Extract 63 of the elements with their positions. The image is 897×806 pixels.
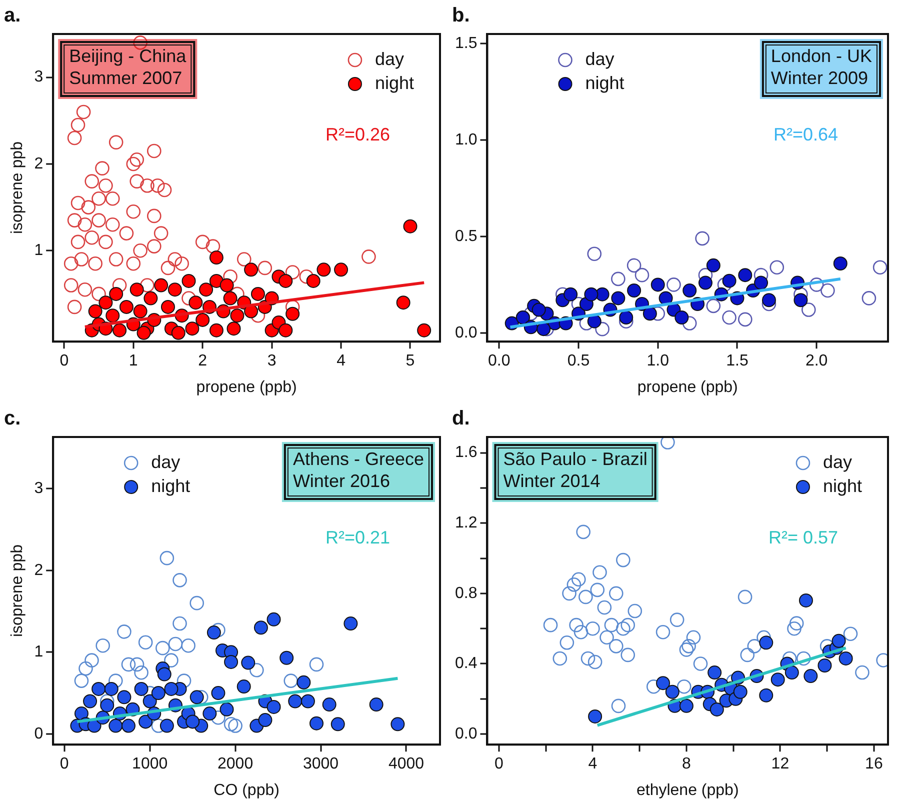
x-tick-label: 1.0 (646, 352, 670, 370)
annotation: Beijing - China Summer 2007 (69, 46, 188, 88)
x-tick-label: 0 (494, 756, 504, 773)
annotation: Athens - Greece Winter 2016 (292, 448, 424, 491)
x-tick-label: 5 (406, 352, 415, 370)
y-tick-label: 2 (34, 155, 44, 172)
x-tick-label: 2 (198, 352, 208, 370)
x-tick-label: 0.0 (488, 352, 510, 370)
x-tick-label: 0 (60, 756, 69, 773)
legend-label: day (374, 48, 404, 69)
legend-label: day (585, 48, 614, 69)
x-tick-label: 1000 (132, 756, 168, 773)
y-axis-title: isoprene ppb (9, 141, 26, 234)
legend-label: night (822, 476, 862, 496)
chart-title: a. (4, 4, 21, 27)
y-tick-label: 0 (34, 725, 44, 742)
y-tick-label: 2 (34, 562, 44, 579)
y-tick-label: 3 (34, 480, 44, 497)
x-tick-label: 2000 (218, 756, 254, 773)
x-tick-label: 4 (588, 756, 598, 773)
x-tick-label: 1 (128, 352, 138, 370)
x-tick-label: 0 (60, 352, 69, 370)
x-tick-label: 3000 (302, 756, 339, 773)
legend-label: day (151, 452, 180, 472)
y-tick-label: 1 (34, 242, 44, 260)
y-tick-label: 0.5 (454, 228, 478, 245)
y-tick-label: 1.2 (454, 514, 478, 532)
y-axis-title: isoprene ppb (9, 544, 26, 638)
y-tick-label: 0.4 (454, 655, 478, 672)
x-axis-title: CO (ppb) (214, 782, 280, 799)
x-tick-label: 4000 (388, 756, 424, 773)
y-tick-label: 0.8 (454, 584, 478, 602)
x-tick-label: 12 (771, 756, 790, 773)
annotation: R²= 0.57 (768, 527, 838, 548)
legend-label: night (374, 72, 414, 93)
y-tick-label: 1.6 (454, 444, 478, 462)
y-tick-label: 0.0 (454, 324, 478, 342)
y-tick-label: 3 (34, 68, 44, 86)
x-tick-label: 8 (682, 756, 691, 773)
y-tick-label: 1 (34, 644, 44, 661)
y-tick-label: 1.5 (454, 35, 478, 52)
legend-label: night (151, 476, 190, 496)
x-tick-label: 16 (865, 756, 883, 773)
annotation: R²=0.26 (325, 124, 390, 144)
annotation: São Paulo - Brazil Winter 2014 (503, 448, 648, 491)
x-tick-label: 4 (336, 352, 346, 370)
x-axis-title: ethylene (ppb) (636, 782, 739, 799)
annotation: London - UK Winter 2009 (770, 46, 872, 88)
x-axis-title: propene (ppb) (196, 378, 297, 396)
legend-label: night (585, 72, 624, 93)
chart-title: c. (4, 408, 21, 430)
y-tick-label: 1.0 (454, 131, 478, 148)
x-tick-label: 3 (267, 352, 276, 370)
x-tick-label: 0.5 (567, 352, 590, 370)
chart-title: b. (452, 4, 470, 27)
y-tick-label: 0.0 (454, 725, 478, 742)
annotation: R²=0.64 (773, 124, 838, 144)
legend-label: day (822, 452, 852, 472)
annotation: R²=0.21 (325, 527, 390, 548)
chart-title: d. (452, 408, 470, 430)
x-tick-label: 2.0 (805, 352, 828, 370)
x-axis-title: propene (ppb) (637, 378, 738, 396)
x-tick-label: 1.5 (726, 352, 748, 370)
